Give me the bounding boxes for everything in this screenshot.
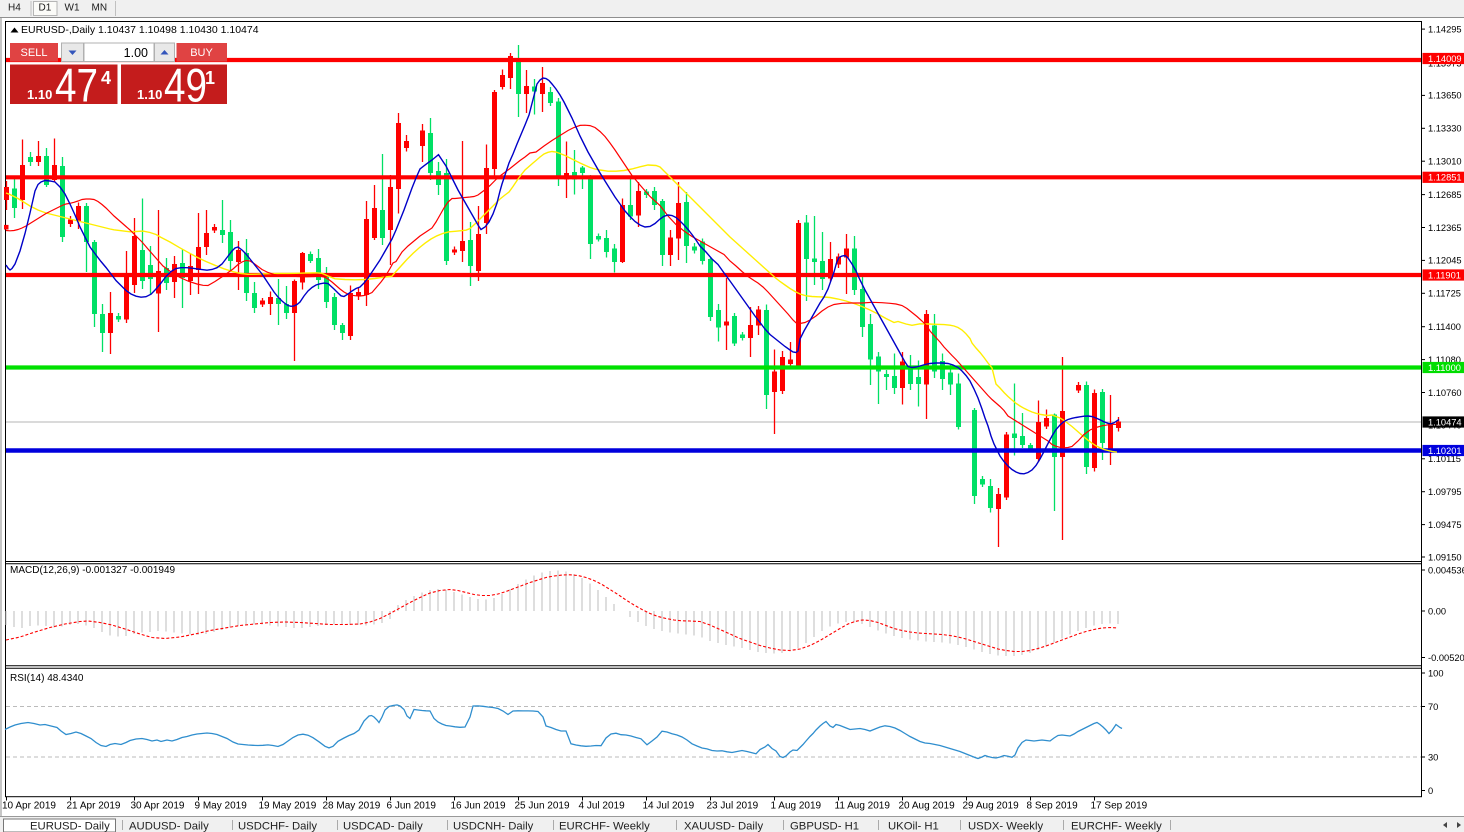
- svg-text:1.13330: 1.13330: [1428, 124, 1462, 134]
- svg-text:1.13650: 1.13650: [1428, 91, 1462, 101]
- svg-text:1.12045: 1.12045: [1428, 256, 1462, 266]
- svg-text:70: 70: [1428, 702, 1438, 712]
- svg-text:1.09795: 1.09795: [1428, 487, 1462, 497]
- svg-text:11 Aug 2019: 11 Aug 2019: [835, 801, 891, 812]
- svg-text:-0.005205: -0.005205: [1428, 653, 1464, 663]
- svg-text:100: 100: [1428, 668, 1444, 678]
- svg-text:USDCAD- Daily: USDCAD- Daily: [343, 821, 423, 832]
- svg-text:MACD(12,26,9) -0.001327 -0.001: MACD(12,26,9) -0.001327 -0.001949: [10, 565, 176, 576]
- svg-text:1.10474: 1.10474: [1428, 417, 1462, 427]
- svg-text:RSI(14) 48.4340: RSI(14) 48.4340: [10, 673, 84, 684]
- svg-text:1.11725: 1.11725: [1428, 289, 1461, 299]
- svg-text:SELL: SELL: [21, 47, 48, 59]
- svg-text:1: 1: [205, 68, 215, 88]
- svg-text:20 Aug 2019: 20 Aug 2019: [899, 801, 956, 812]
- svg-text:25 Jun 2019: 25 Jun 2019: [515, 801, 570, 812]
- svg-text:XAUUSD- Daily: XAUUSD- Daily: [684, 821, 763, 832]
- svg-text:1.11901: 1.11901: [1428, 270, 1461, 280]
- svg-text:0.004536: 0.004536: [1428, 565, 1464, 575]
- svg-text:1.09475: 1.09475: [1428, 520, 1462, 530]
- svg-text:17 Sep 2019: 17 Sep 2019: [1091, 801, 1148, 812]
- svg-text:21 Apr 2019: 21 Apr 2019: [67, 801, 121, 812]
- svg-text:1.10201: 1.10201: [1428, 446, 1462, 456]
- svg-text:16 Jun 2019: 16 Jun 2019: [451, 801, 506, 812]
- svg-text:19 May 2019: 19 May 2019: [259, 801, 317, 812]
- svg-text:6 Jun 2019: 6 Jun 2019: [387, 801, 437, 812]
- svg-text:14 Jul 2019: 14 Jul 2019: [643, 801, 695, 812]
- svg-text:1.09150: 1.09150: [1428, 552, 1462, 562]
- svg-text:0.00: 0.00: [1428, 606, 1446, 616]
- svg-text:10 Apr 2019: 10 Apr 2019: [2, 801, 56, 812]
- svg-text:EURCHF- Weekly: EURCHF- Weekly: [1071, 821, 1162, 832]
- svg-text:1.00: 1.00: [124, 46, 148, 60]
- svg-text:H4: H4: [8, 3, 21, 14]
- svg-text:USDCHF- Daily: USDCHF- Daily: [238, 821, 317, 832]
- svg-text:4 Jul 2019: 4 Jul 2019: [579, 801, 626, 812]
- svg-text:0: 0: [1428, 786, 1433, 796]
- svg-text:1.10760: 1.10760: [1428, 388, 1462, 398]
- svg-text:1.13010: 1.13010: [1428, 157, 1462, 167]
- svg-text:47: 47: [55, 59, 98, 112]
- svg-text:28 May 2019: 28 May 2019: [323, 801, 381, 812]
- svg-text:29 Aug 2019: 29 Aug 2019: [963, 801, 1020, 812]
- svg-text:1.14009: 1.14009: [1428, 54, 1462, 64]
- svg-text:1.11000: 1.11000: [1428, 363, 1461, 373]
- svg-text:1.10: 1.10: [27, 87, 52, 102]
- svg-text:1.10115: 1.10115: [1428, 454, 1461, 464]
- svg-text:23 Jul 2019: 23 Jul 2019: [707, 801, 759, 812]
- svg-text:EURUSD- Daily: EURUSD- Daily: [30, 821, 110, 832]
- svg-text:AUDUSD- Daily: AUDUSD- Daily: [129, 821, 209, 832]
- svg-text:8 Sep 2019: 8 Sep 2019: [1027, 801, 1079, 812]
- svg-text:MN: MN: [92, 3, 108, 14]
- svg-text:30: 30: [1428, 752, 1438, 762]
- svg-text:1 Aug 2019: 1 Aug 2019: [771, 801, 822, 812]
- svg-text:GBPUSD- H1: GBPUSD- H1: [790, 821, 859, 832]
- svg-text:W1: W1: [65, 3, 80, 14]
- svg-text:BUY: BUY: [190, 47, 213, 59]
- svg-text:USDCNH- Daily: USDCNH- Daily: [453, 821, 534, 832]
- svg-text:D1: D1: [39, 3, 52, 14]
- svg-text:9 May 2019: 9 May 2019: [195, 801, 248, 812]
- svg-text:EURCHF- Weekly: EURCHF- Weekly: [559, 821, 650, 832]
- svg-text:UKOil- H1: UKOil- H1: [888, 821, 939, 832]
- svg-text:1.11080: 1.11080: [1428, 355, 1461, 365]
- svg-text:1.11400: 1.11400: [1428, 322, 1461, 332]
- svg-text:4: 4: [101, 68, 111, 88]
- svg-text:30 Apr 2019: 30 Apr 2019: [131, 801, 185, 812]
- svg-text:1.14295: 1.14295: [1428, 24, 1462, 34]
- svg-text:1.12365: 1.12365: [1428, 223, 1462, 233]
- svg-text:1.12685: 1.12685: [1428, 190, 1462, 200]
- svg-text:EURUSD-,Daily 1.10437 1.10498: EURUSD-,Daily 1.10437 1.10498 1.10430 1.…: [21, 24, 259, 36]
- svg-text:USDX- Weekly: USDX- Weekly: [968, 821, 1043, 832]
- svg-text:1.12851: 1.12851: [1428, 173, 1462, 183]
- svg-text:1.10: 1.10: [137, 87, 162, 102]
- svg-text:49: 49: [164, 59, 207, 112]
